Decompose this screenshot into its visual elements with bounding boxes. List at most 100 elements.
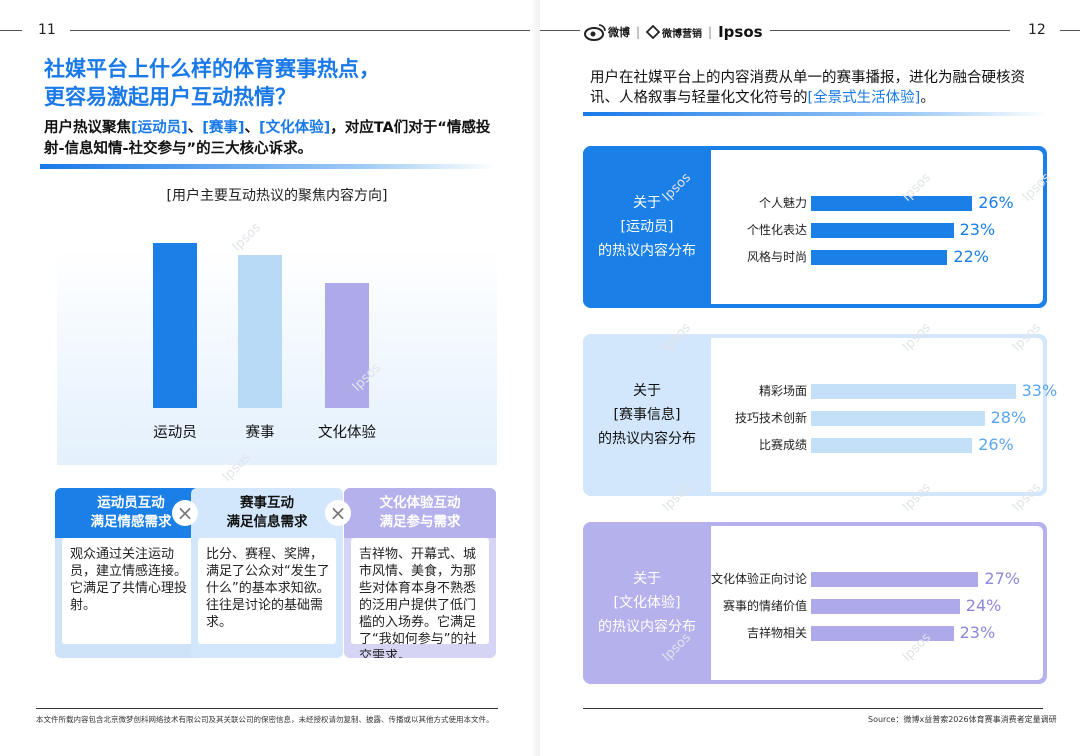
card-header: 运动员互动满足情感需求 [55,488,207,538]
row-bar [811,599,960,614]
logo-separator: | [708,25,713,39]
panel-tab: 关于 [运动员] 的热议内容分布 [583,146,711,308]
row-label: 比赛成绩 [758,438,807,452]
need-card: 文化体验互动 满足参与需求 吉祥物、开幕式、城市风情、美食，为那些对体育本身不熟悉的… [344,488,496,658]
subtitle-highlight: [文化体验] [259,120,331,136]
weibo-logo-text: 微博 [608,26,630,39]
left-page: 11 社媒平台上什么样的体育赛事热点， 更容易激起用户互动热情？ 用户热议聚焦[… [0,22,530,724]
distribution-panel: 关于 [文化体验] 的热议内容分布 文化体验正向讨论 27% 赛事的情绪价值 24% 吉祥物相… [583,522,1047,684]
accent-divider [583,112,1048,116]
need-card: 赛事互动满足信息需求比分、赛程、奖牌，满足了公众对“发生了什么”的基本求知欲。往… [191,488,343,658]
title-line: 更容易激起用户互动热情？ [44,85,296,109]
card-header-line: 文化体验互动 [379,495,461,511]
card-header-line: 运动员互动 [97,495,165,511]
top-rule [70,30,530,31]
page-number: 11 [38,22,56,38]
panel-tab-line: 的热议内容分布 [598,243,696,259]
top-rule [540,30,580,31]
title-line: 社媒平台上什么样的体育赛事热点， [44,57,380,81]
panel-chart: 文化体验正向讨论 27% 赛事的情绪价值 24% 吉祥物相关 23% [711,526,1043,680]
weibo-logo-icon [584,24,606,41]
row-value: 26% [978,193,1014,212]
row-label: 文化体验正向讨论 [710,572,807,586]
chart-row: 比赛成绩 26% [711,436,1043,454]
panel-tab: 关于 [文化体验] 的热议内容分布 [583,522,711,684]
row-bar [811,572,979,587]
panel-tab-line: [赛事信息] [613,407,681,423]
chart-row: 文化体验正向讨论 27% [711,570,1043,588]
top-rule [0,30,22,31]
panel-tab-line: [运动员] [620,219,674,235]
panel-chart: 精彩场面 33% 技巧技术创新 28% 比赛成绩 26% [711,338,1057,492]
panel-tab-line: 关于 [633,383,661,399]
card-header-line: 满足信息需求 [226,514,308,530]
panel-chart: 个人魅力 26% 个性化表达 23% 风格与时尚 22% [711,150,1043,304]
card-header-line: 满足参与需求 [379,514,461,530]
row-value: 28% [990,408,1027,427]
chart-category-label: 运动员 [153,425,197,441]
subtitle-highlight: [运动员] [131,120,188,136]
top-rule [1060,30,1080,31]
cross-separator: × [172,500,198,526]
need-card: 运动员互动 满足情感需求 观众通过关注运动员，建立情感连接。它满足了共情心理投射。 [55,488,207,658]
subtitle-highlight: [赛事] [202,120,245,136]
row-value: 22% [953,247,989,266]
title-highlight: [全景式生活体验] [807,90,921,106]
card-header-line: 赛事互动 [240,495,294,511]
panel-tab-line: [文化体验] [613,595,681,611]
card-header-line: 满足情感需求 [90,514,172,530]
chart-row: 吉祥物相关 23% [711,624,1043,642]
accent-divider [40,164,495,169]
row-value: 23% [959,220,996,239]
row-bar [811,438,973,453]
panel-tab-line: 关于 [633,571,661,587]
row-label: 风格与时尚 [746,250,807,264]
page-subtitle: 用户热议聚焦[运动员]、[赛事]、[文化体验]，对应TA们对于“情感投射-信息知… [44,118,494,160]
chart-bar [153,243,197,408]
source-footnote: Source：微博x益普索2026体育赛事消费者定量调研 [868,715,1057,724]
card-body: 吉祥物、开幕式、城市风情、美食，为那些对体育本身不熟悉的泛用户提供了低门槛的入场… [351,538,489,658]
row-value: 26% [978,435,1014,454]
card-body: 比分、赛程、奖牌，满足了公众对“发生了什么”的基本求知欲。往往是讨论的基础需求。 [198,538,336,644]
row-bar [811,196,973,211]
panel-tab: 关于 [赛事信息] 的热议内容分布 [583,334,711,496]
chart-bar [325,282,369,408]
row-value: 27% [984,569,1020,588]
chart-row: 风格与时尚 22% [711,248,1043,266]
focus-bar-chart: [用户主要互动热议的聚焦内容方向] 运动员 赛事 文化体验 [57,175,497,465]
row-label: 赛事的情绪价值 [722,599,807,613]
row-label: 个性化表达 [746,223,807,237]
distribution-panel: 关于 [运动员] 的热议内容分布 个人魅力 26% 个性化表达 23% 风格与时尚 22% [583,146,1047,308]
card-header: 赛事互动满足信息需求 [191,488,343,538]
footer-rule [583,708,1043,709]
chart-category-label: 赛事 [245,425,275,441]
chart-row: 个性化表达 23% [711,221,1043,239]
chart-row: 个人魅力 26% [711,194,1043,212]
row-value: 33% [1021,381,1058,400]
row-bar [811,626,954,641]
weibo-marketing-logo-text: 微博营销 [662,28,703,40]
chart-bar [238,254,282,408]
page-number: 12 [1028,22,1046,38]
card-header: 文化体验互动 满足参与需求 [344,488,496,538]
chart-category-label: 文化体验 [318,425,376,441]
row-value: 23% [959,623,996,642]
brand-logos: 微博 | 微博营销 | Ipsos [584,22,763,42]
row-bar [811,384,1016,399]
row-bar [811,223,954,238]
confidentiality-footnote: 本文件所载内容包含北京微梦创科网络技术有限公司及其关联公司的保密信息，未经授权请… [36,715,494,724]
title-text: 。 [920,90,935,106]
title-text: 用户在社媒平台上的内容消费从单一的赛事播报，进化为融合硬核资讯、人格叙事与轻量化… [590,70,1025,106]
subtitle-text: ，对应TA们对于“情感投射-信息知情-社交参与”的三大核心诉求。 [44,120,491,157]
chart-row: 技巧技术创新 28% [711,409,1043,427]
page-title: 用户在社媒平台上的内容消费从单一的赛事播报，进化为融合硬核资讯、人格叙事与轻量化… [590,68,1030,108]
ipsos-logo: Ipsos [718,23,763,41]
row-bar [811,250,948,265]
distribution-panel: 关于 [赛事信息] 的热议内容分布 精彩场面 33% 技巧技术创新 28% 比赛成绩 26% [583,334,1057,496]
panel-tab-line: 关于 [633,195,661,211]
cross-separator: × [325,500,351,526]
subtitle-text: 、 [187,120,203,136]
panel-tab-line: 的热议内容分布 [598,619,696,635]
row-bar [811,411,985,426]
row-value: 24% [965,596,1002,615]
